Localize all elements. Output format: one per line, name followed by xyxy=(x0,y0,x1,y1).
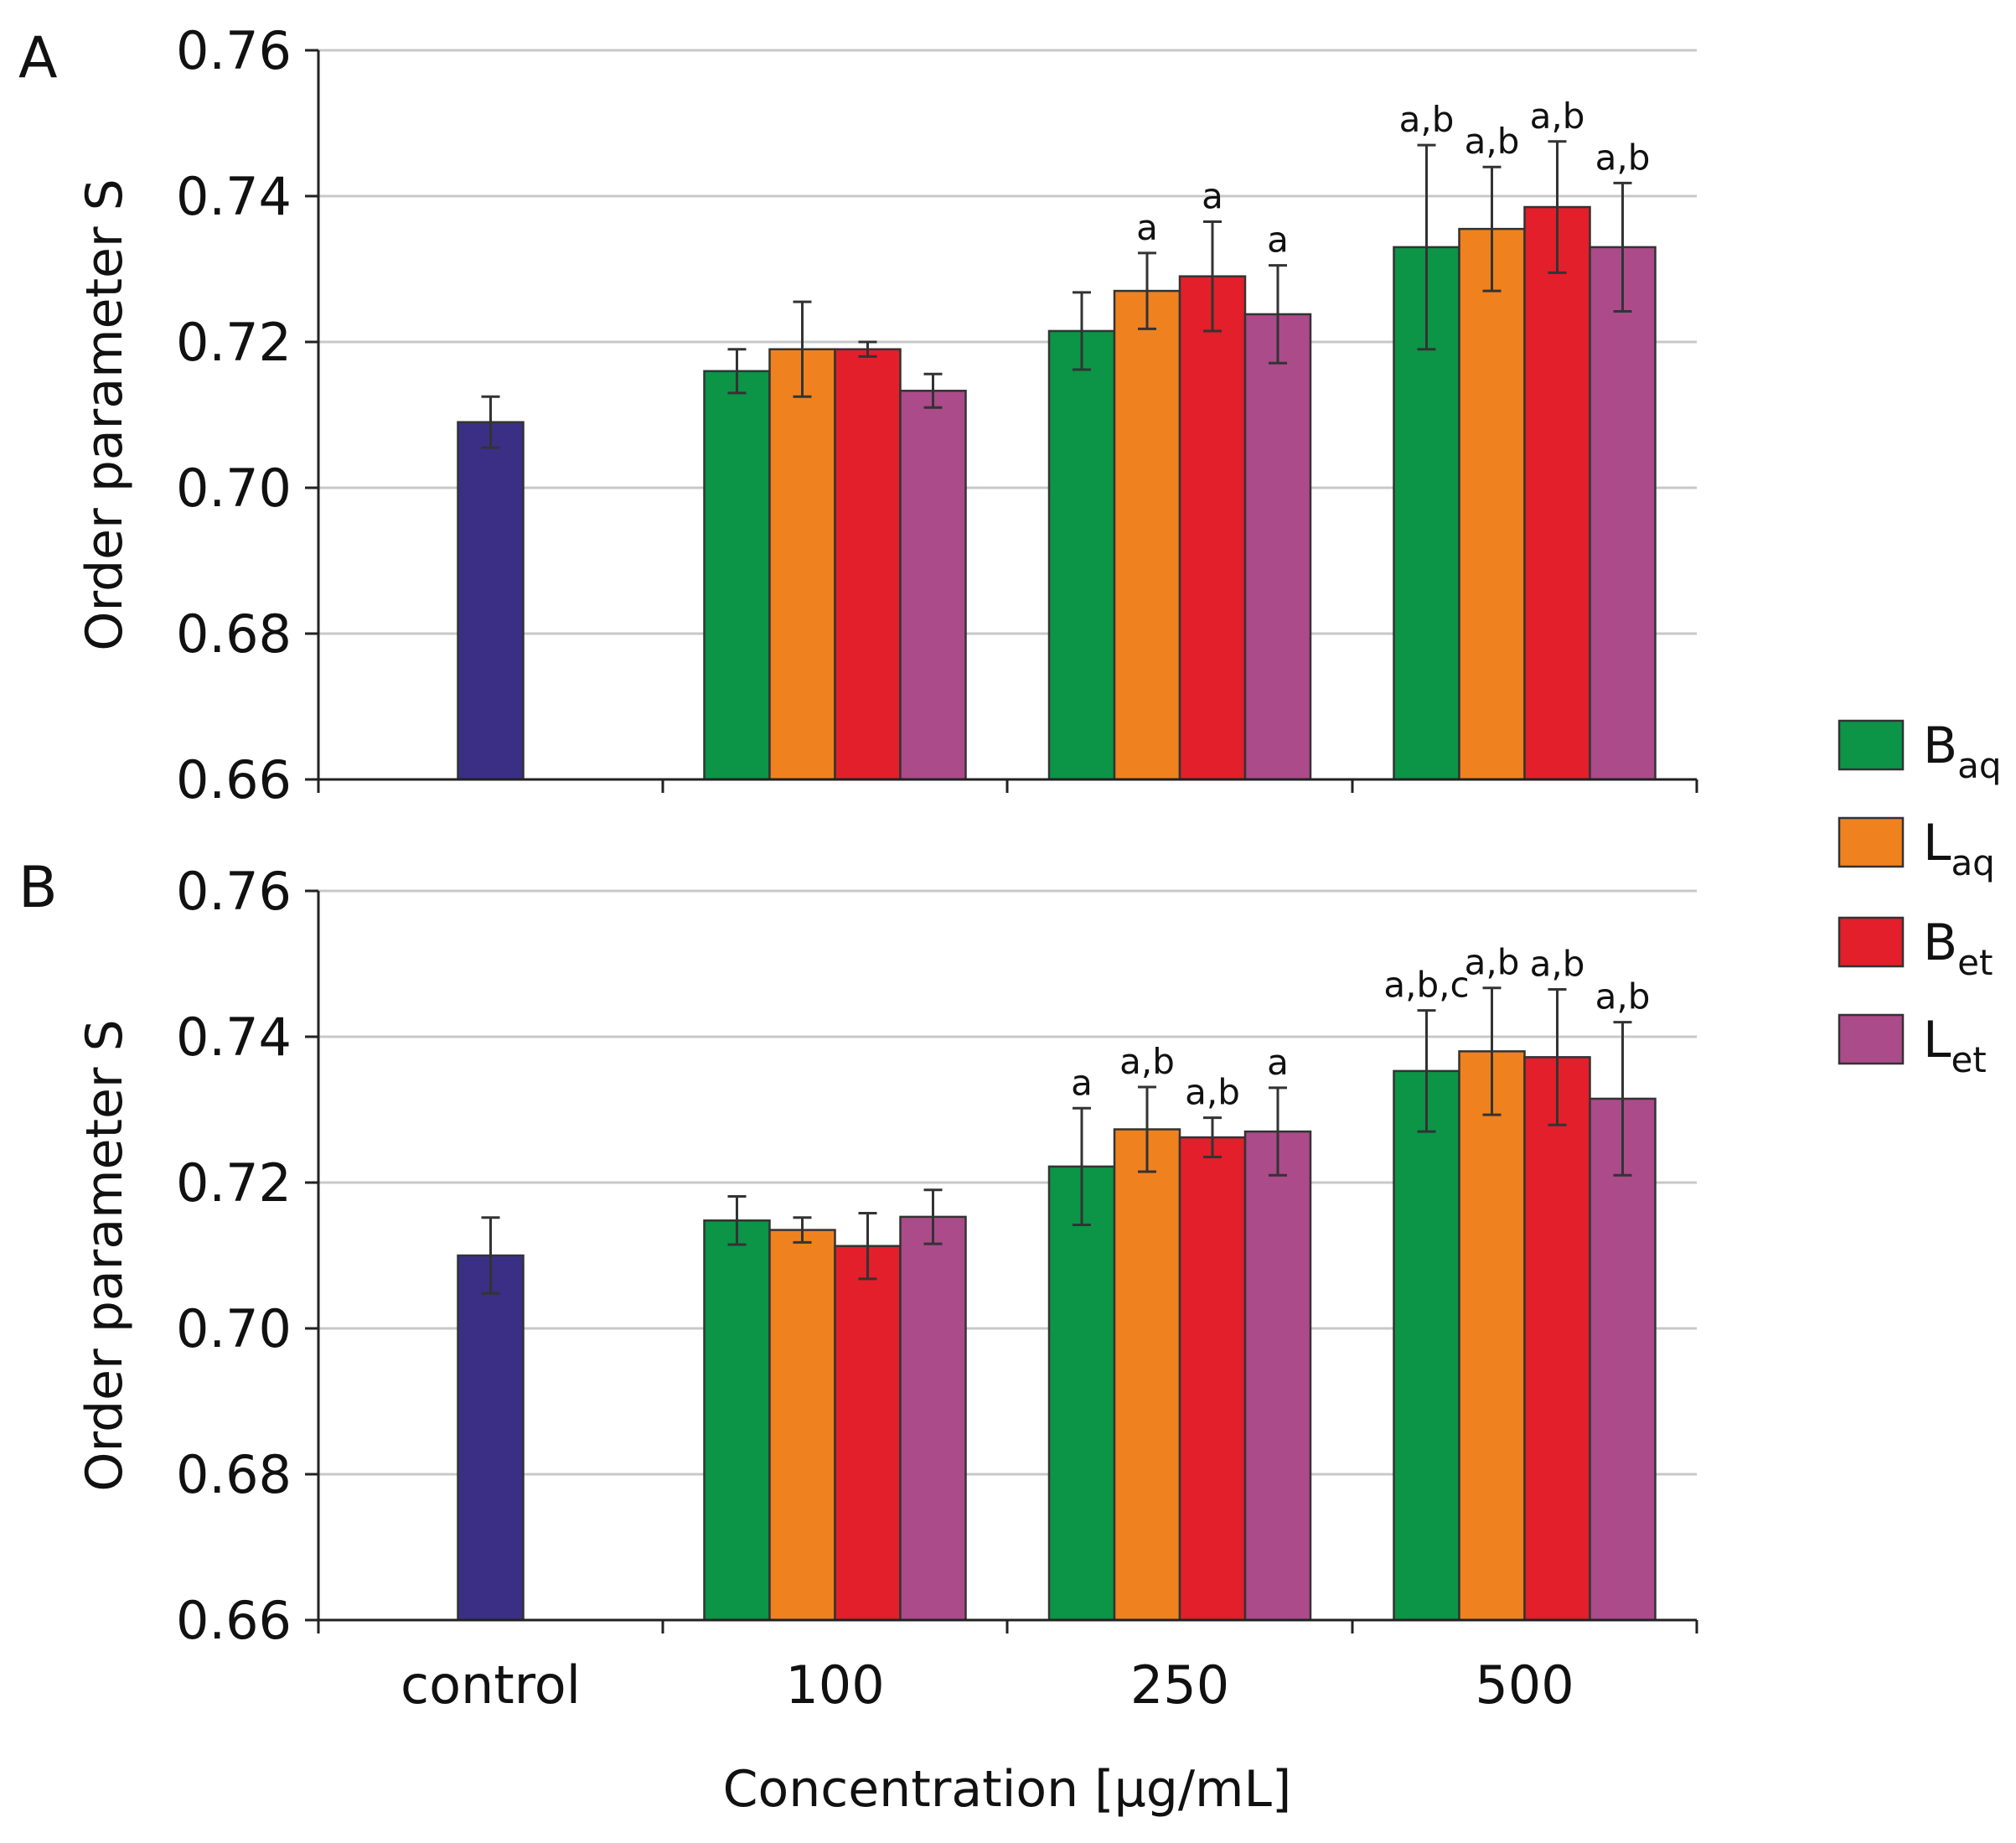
bar-let-100 xyxy=(899,1215,967,1622)
y-tick-label: 0.76 xyxy=(176,20,292,81)
significance-label: a xyxy=(1071,1062,1093,1103)
y-tick-label: 0.70 xyxy=(176,458,292,519)
x-tick-label: 500 xyxy=(1475,1654,1574,1716)
bar-bet-250 xyxy=(1178,1136,1247,1622)
significance-label: a,b xyxy=(1530,943,1585,984)
y-tick-label: 0.70 xyxy=(176,1298,292,1359)
panel-label-b: B xyxy=(18,855,58,921)
significance-label: a,b xyxy=(1595,976,1651,1017)
legend-swatch-let xyxy=(1838,1013,1905,1065)
y-tick-label: 0.68 xyxy=(176,1444,292,1505)
bar-bet-250 xyxy=(1178,275,1247,781)
y-tick-label: 0.66 xyxy=(176,1590,292,1651)
significance-label: a xyxy=(1267,1042,1289,1083)
legend-label-subscript: aq xyxy=(1951,842,1994,883)
bar-bet-500 xyxy=(1523,1056,1591,1622)
x-tick-label: control xyxy=(401,1654,581,1716)
significance-label: a,b xyxy=(1399,99,1455,140)
significance-label: a,b,c xyxy=(1383,965,1469,1006)
significance-label: a xyxy=(1136,207,1158,248)
x-axis-title: Concentration [µg/mL] xyxy=(723,1760,1292,1819)
bar-baq-500 xyxy=(1393,1069,1460,1622)
significance-label: a,b xyxy=(1465,121,1520,162)
y-tick-label: 0.72 xyxy=(176,1152,292,1214)
bar-baq-250 xyxy=(1047,329,1116,781)
bar-laq-100 xyxy=(768,348,836,781)
legend-label-baq: Baq xyxy=(1923,717,2002,786)
bar-laq-250 xyxy=(1113,289,1181,781)
bar-let-250 xyxy=(1243,313,1312,781)
legend-label-laq: Laq xyxy=(1923,814,1995,883)
bar-let-500 xyxy=(1589,1097,1657,1622)
bar-control-control xyxy=(457,421,525,781)
legend-label-main: L xyxy=(1923,814,1951,872)
y-tick-label: 0.66 xyxy=(176,749,292,810)
significance-label: a,b xyxy=(1185,1072,1240,1113)
bar-control-control xyxy=(457,1254,525,1622)
significance-label: a xyxy=(1202,175,1223,216)
legend-swatch-laq xyxy=(1838,816,1905,868)
legend-label-bet: Bet xyxy=(1923,914,1993,983)
bar-laq-100 xyxy=(768,1229,836,1622)
bar-laq-500 xyxy=(1458,227,1526,781)
significance-label: a xyxy=(1267,220,1289,261)
y-tick-label: 0.68 xyxy=(176,603,292,665)
y-tick-label: 0.76 xyxy=(176,861,292,922)
y-tick-label: 0.72 xyxy=(176,312,292,373)
bar-baq-100 xyxy=(703,370,771,781)
legend-label-subscript: et xyxy=(1951,1039,1986,1080)
y-tick-label: 0.74 xyxy=(176,166,292,227)
y-axis-title: Order parameter S xyxy=(75,179,134,651)
panel-label-a: A xyxy=(18,25,58,91)
bar-laq-250 xyxy=(1113,1128,1181,1622)
chart-panel-b: 0.760.740.720.700.680.66aa,ba,baa,b,ca,b… xyxy=(18,855,1698,1819)
bar-baq-100 xyxy=(703,1219,771,1622)
bar-bet-100 xyxy=(834,348,902,781)
y-axis-title: Order parameter S xyxy=(75,1019,134,1492)
bar-bet-100 xyxy=(834,1245,902,1622)
x-tick-label: 250 xyxy=(1130,1654,1229,1716)
legend-label-main: B xyxy=(1923,914,1957,972)
bar-laq-500 xyxy=(1458,1050,1526,1622)
legend-label-main: B xyxy=(1923,717,1957,775)
bar-let-250 xyxy=(1243,1130,1312,1622)
legend-label-main: L xyxy=(1923,1011,1951,1069)
y-tick-label: 0.74 xyxy=(176,1007,292,1068)
bar-baq-250 xyxy=(1047,1165,1116,1622)
significance-label: a,b xyxy=(1119,1041,1175,1082)
bar-bet-500 xyxy=(1523,205,1591,781)
significance-label: a,b xyxy=(1465,942,1520,983)
legend-swatch-baq xyxy=(1838,719,1905,771)
chart-panel-a: 0.760.740.720.700.680.66aaaa,ba,ba,ba,bO… xyxy=(18,20,1698,810)
legend-label-let: Let xyxy=(1923,1011,1987,1080)
legend-label-subscript: aq xyxy=(1957,745,2001,786)
bar-let-100 xyxy=(899,390,967,781)
significance-label: a,b xyxy=(1595,137,1651,178)
legend-label-subscript: et xyxy=(1957,942,1993,983)
bar-let-500 xyxy=(1589,246,1657,781)
significance-label: a,b xyxy=(1530,96,1585,137)
legend-swatch-bet xyxy=(1838,916,1905,968)
x-tick-label: 100 xyxy=(785,1654,884,1716)
